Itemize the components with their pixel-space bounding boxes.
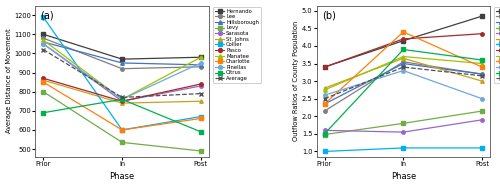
Legend: Hernando, Lee, Hillsborough, Levy, Sarasota, St. Johns, Collier, Pasco, Manatee,: Hernando, Lee, Hillsborough, Levy, Saras… [213, 7, 261, 83]
Y-axis label: Outflow Ratios of County Population: Outflow Ratios of County Population [293, 21, 299, 141]
X-axis label: Phase: Phase [390, 172, 416, 181]
Text: (b): (b) [322, 10, 336, 20]
Y-axis label: Average Distance of Movement: Average Distance of Movement [6, 29, 12, 134]
Legend: Hernando, Lee, Hillsborough, Levy, Sarasota, St. Johns, Collier, Pasco, Manatee,: Hernando, Lee, Hillsborough, Levy, Saras… [494, 7, 500, 83]
X-axis label: Phase: Phase [110, 172, 134, 181]
Text: (a): (a) [40, 10, 54, 20]
